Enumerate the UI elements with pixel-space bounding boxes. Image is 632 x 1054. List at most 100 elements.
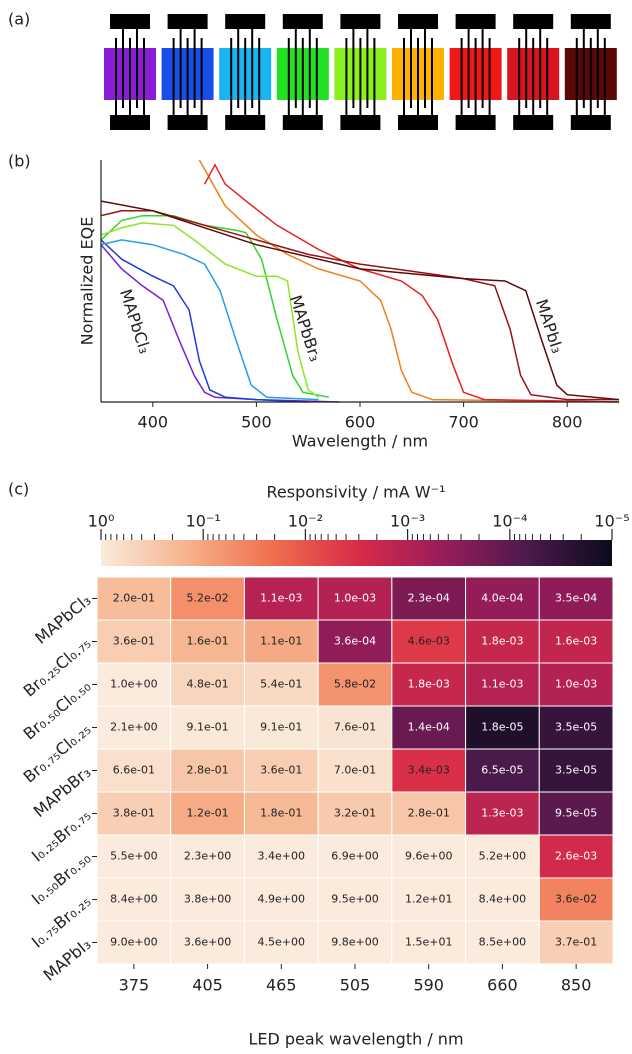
heatmap-cell (96, 662, 172, 707)
cell-label: 3.6e-01 (260, 764, 302, 777)
cell-label: 8.5e+00 (479, 936, 526, 949)
cell-label: 6.6e-01 (113, 764, 155, 777)
heatmap-cell (317, 576, 393, 621)
cell-label: 5.4e-01 (260, 678, 302, 691)
cell-label: 1.1e-03 (260, 592, 302, 605)
devices (104, 14, 617, 130)
eqe-line (101, 239, 309, 403)
contact-pad (340, 115, 381, 130)
cell-label: 8.4e+00 (479, 893, 526, 906)
heatmap-cell (538, 920, 614, 965)
heatmap-cell (243, 834, 319, 879)
eqe-line (101, 214, 330, 398)
eqe-line (101, 200, 619, 401)
responsivity-heatmap: Responsivity / mA W⁻¹ 10⁰ 10⁻¹ 10⁻² 10⁻³ 10⁻⁴… (20, 483, 630, 1049)
cell-label: 6.9e+00 (331, 850, 378, 863)
eqe-chart: 400 500 600 700 800 Wavelength / nm Normalized… (78, 160, 619, 451)
heatmap-cell (170, 791, 245, 836)
x-tick-label: 375 (119, 976, 150, 995)
cell-label: 1.8e-01 (260, 807, 302, 820)
cell-label: 1.3e-03 (481, 807, 523, 820)
panel-label: (b) (8, 152, 31, 171)
contact-pad (225, 115, 266, 130)
annotation: MAPbCl₃ (116, 287, 155, 356)
heatmap-cell (391, 877, 467, 922)
contact-pad (455, 115, 496, 130)
colorbar-title: Responsivity / mA W⁻¹ (267, 483, 446, 502)
cell-label: 3.2e-01 (334, 807, 376, 820)
panel-label: (a) (8, 10, 30, 29)
cell-label: 3.8e-01 (113, 807, 155, 820)
series-group (101, 160, 619, 403)
colorbar-tick-label: 10⁻¹ (186, 512, 221, 531)
cell-label: 2.0e-01 (113, 592, 155, 605)
heatmap-cell (465, 705, 540, 750)
contact-pad (282, 115, 323, 130)
cell-label: 5.2e+00 (479, 850, 526, 863)
cell-label: 1.6e-03 (555, 635, 597, 648)
x-tick-label: 590 (413, 976, 444, 995)
cell-label: 9.1e-01 (186, 721, 228, 734)
heatmap-cell (243, 877, 319, 922)
heatmap-cell (317, 834, 393, 879)
cell-label: 7.0e-01 (334, 764, 376, 777)
contact-pad (167, 115, 208, 130)
cell-label: 2.8e-01 (408, 807, 450, 820)
heatmap-cell (317, 705, 393, 750)
contact-pad (398, 14, 438, 29)
cell-label: 1.5e+01 (405, 936, 452, 949)
colorbar (101, 540, 612, 566)
cell-label: 9.6e+00 (405, 850, 452, 863)
colorbar-tick-label: 10⁰ (88, 512, 115, 531)
heatmap-cell (317, 662, 393, 707)
x-tick-label: 400 (138, 413, 169, 432)
contact-pad (570, 115, 611, 130)
cell-label: 1.8e-03 (408, 678, 450, 691)
cell-label: 3.5e-05 (555, 764, 597, 777)
eqe-line (101, 239, 319, 401)
cell-label: 3.7e-01 (555, 936, 597, 949)
heatmap-cell (538, 834, 614, 879)
heatmap-cell (96, 748, 172, 793)
contact-pad (570, 14, 611, 29)
x-tick-label: 660 (487, 976, 518, 995)
cell-label: 3.6e-01 (113, 635, 155, 648)
cell-label: 2.6e-03 (555, 850, 597, 863)
cell-label: 9.0e+00 (110, 936, 157, 949)
heatmap-cell (243, 705, 319, 750)
x-tick-label: 600 (345, 413, 376, 432)
cell-label: 6.5e-05 (481, 764, 523, 777)
heatmap-cell (170, 834, 245, 879)
cell-label: 3.5e-05 (555, 721, 597, 734)
contact-pad (282, 14, 323, 29)
cell-label: 1.8e-05 (481, 721, 523, 734)
cell-label: 1.1e-01 (260, 635, 302, 648)
heatmap-cell (391, 576, 467, 621)
heatmap-cell (96, 791, 172, 836)
cell-label: 2.8e-01 (186, 764, 228, 777)
cell-label: 3.5e-04 (555, 592, 597, 605)
cell-label: 1.6e-01 (186, 635, 228, 648)
colorbar-tick-label: 10⁻⁵ (594, 512, 629, 531)
cell-label: 4.6e-03 (408, 635, 450, 648)
cell-label: 1.8e-03 (481, 635, 523, 648)
heatmap-cell (538, 877, 614, 922)
x-tick-label: 405 (192, 976, 223, 995)
cell-label: 3.8e+00 (184, 893, 231, 906)
heatmap-cell (391, 705, 467, 750)
heatmap-cell (243, 748, 319, 793)
x-tick-label: 505 (340, 976, 371, 995)
cell-label: 9.8e+00 (331, 936, 378, 949)
panel-label: (c) (8, 480, 29, 499)
heatmap-cell (391, 748, 467, 793)
cell-label: 9.1e-01 (260, 721, 302, 734)
cell-label: 4.0e-04 (481, 592, 523, 605)
contact-pad (167, 14, 208, 29)
heatmap-cell (538, 748, 614, 793)
cell-label: 1.2e-01 (186, 807, 228, 820)
cell-label: 1.0e-03 (555, 678, 597, 691)
colorbar-tick-label: 10⁻⁴ (492, 512, 527, 531)
heatmap-cell (96, 834, 172, 879)
cell-label: 4.9e+00 (258, 893, 305, 906)
